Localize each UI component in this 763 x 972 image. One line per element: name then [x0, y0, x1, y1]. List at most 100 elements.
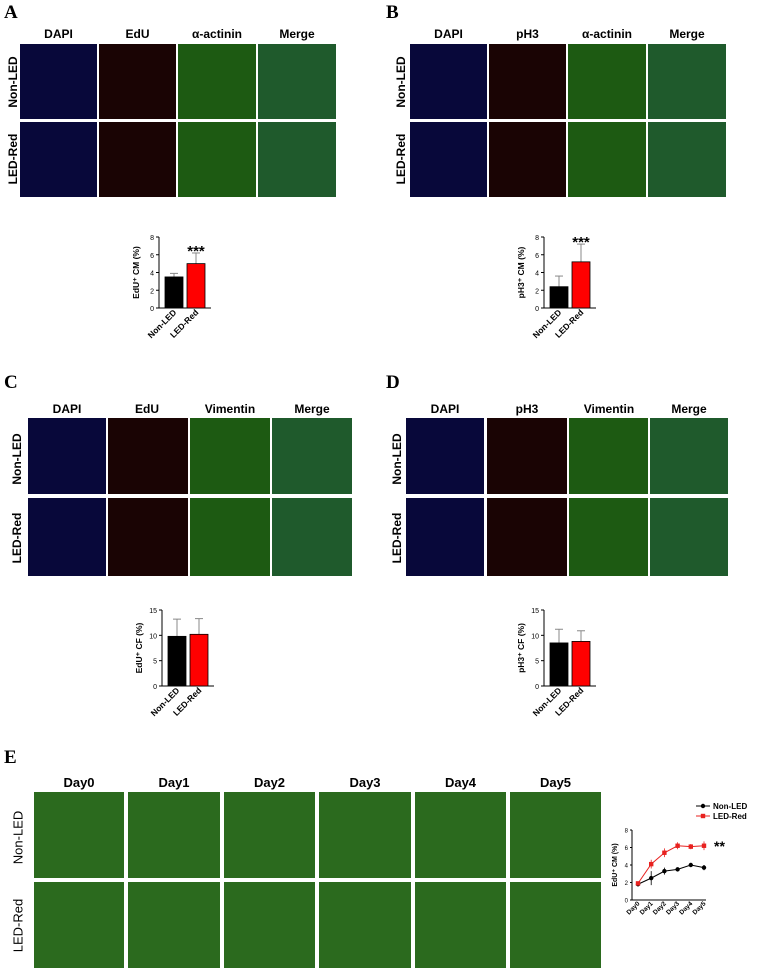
panel-b-row-label: Non-LED — [394, 56, 408, 108]
micrograph-day1 — [128, 882, 220, 968]
y-tick-label: 8 — [150, 235, 154, 242]
micrograph-day2 — [224, 882, 315, 968]
bar — [549, 286, 569, 309]
micrograph-vimentin — [190, 418, 270, 494]
panel-a-col-header: DAPI — [44, 27, 73, 41]
y-tick-label: 2 — [150, 288, 154, 295]
legend-label: LED-Red — [713, 812, 747, 821]
y-tick-label: 6 — [625, 846, 629, 852]
micrograph-dapi — [20, 122, 97, 197]
y-tick-label: 0 — [153, 684, 157, 691]
panel-e-col-header: Day5 — [539, 775, 572, 790]
y-axis-label: EdU⁺ CM (%) — [131, 246, 141, 299]
y-tick-label: 15 — [149, 608, 157, 615]
y-tick-label: 5 — [153, 659, 157, 666]
panel-e-row-label: LED-Red — [10, 898, 26, 953]
data-point — [662, 868, 667, 874]
micrograph-day0 — [34, 792, 124, 878]
y-tick-label: 10 — [149, 633, 157, 640]
micrograph-dapi — [20, 44, 97, 119]
y-tick-label: 4 — [535, 271, 539, 278]
data-point — [649, 861, 654, 867]
significance-marker: *** — [187, 243, 205, 260]
panel-e-letter: E — [4, 747, 17, 768]
micrograph-dapi — [410, 44, 487, 119]
micrograph-edu — [108, 498, 188, 576]
micrograph-actinin — [568, 44, 646, 119]
y-axis-label: EdU⁺ CF (%) — [134, 622, 144, 673]
bar — [167, 635, 187, 687]
panel-b-letter: B — [386, 2, 399, 23]
data-point — [701, 865, 707, 870]
panel-b-col-header: α-actinin — [581, 27, 633, 41]
micrograph-day5 — [510, 792, 601, 878]
panel-e-col-header: Day1 — [158, 775, 190, 790]
panel-a-col-header: α-actinin — [191, 27, 243, 41]
y-tick-label: 8 — [535, 235, 539, 242]
bar — [164, 276, 184, 309]
micrograph-merge — [258, 122, 336, 197]
data-point — [635, 881, 641, 886]
micrograph-merge — [258, 44, 336, 119]
micrograph-vimentin — [190, 498, 270, 576]
micrograph-ph3 — [489, 44, 566, 119]
significance-marker: ** — [714, 838, 725, 854]
micrograph-actinin — [178, 122, 256, 197]
panel-d-col-header: Merge — [671, 402, 707, 416]
micrograph-merge — [272, 498, 352, 576]
micrograph-dapi — [28, 418, 106, 494]
legend-label: Non-LED — [713, 802, 747, 811]
panel-b-col-header: Merge — [669, 27, 705, 41]
micrograph-actinin — [178, 44, 256, 119]
micrograph-merge — [650, 418, 728, 494]
x-tick-label: Day1 — [639, 900, 655, 916]
panel-e-chart: 0 2 4 6 8 EdU⁺ CM (%) Day0 Day1 Day2 Day3 Day4 Day5… — [606, 800, 763, 940]
panel-d-col-header: Vimentin — [583, 402, 635, 416]
y-tick-label: 6 — [150, 253, 154, 260]
y-tick-label: 2 — [625, 881, 629, 887]
bar — [186, 263, 206, 309]
micrograph-edu — [99, 122, 176, 197]
micrograph-merge — [648, 122, 726, 197]
panel-d-col-header: pH3 — [515, 402, 539, 416]
data-point — [688, 862, 693, 868]
panel-a-letter: A — [4, 2, 18, 23]
bar — [549, 642, 569, 687]
micrograph-day1 — [128, 792, 220, 878]
bar — [571, 261, 591, 309]
panel-e-row-label: Non-LED — [10, 810, 26, 865]
panel-a-row-label: LED-Red — [6, 133, 20, 185]
panel-e-col-header: Day3 — [349, 775, 381, 790]
micrograph-dapi — [406, 418, 484, 494]
x-tick-label: Day4 — [678, 900, 694, 916]
micrograph-vimentin — [569, 498, 648, 576]
y-tick-label: 4 — [150, 271, 154, 278]
data-point — [675, 843, 680, 848]
micrograph-day5 — [510, 882, 601, 968]
micrograph-merge — [650, 498, 728, 576]
bar — [571, 641, 591, 687]
micrograph-ph3 — [489, 122, 566, 197]
micrograph-day3 — [319, 882, 411, 968]
x-tick-label: Day3 — [665, 900, 681, 916]
y-tick-label: 4 — [625, 864, 629, 870]
data-point — [649, 875, 654, 881]
bar — [189, 633, 209, 687]
panel-b-row-label: LED-Red — [394, 133, 408, 185]
y-tick-label: 8 — [625, 829, 629, 835]
panel-c-chart: 0 5 10 15 EdU⁺ CF (%) Non-LED LED-Red — [118, 598, 228, 748]
y-tick-label: 0 — [150, 306, 154, 313]
panel-d-chart: 0 5 10 15 pH3⁺ CF (%) Non-LED LED-Red — [500, 598, 610, 748]
x-tick-label: Day5 — [691, 900, 707, 916]
data-point — [675, 867, 680, 872]
data-point — [662, 850, 667, 855]
micrograph-ph3 — [487, 418, 567, 494]
micrograph-day4 — [415, 882, 506, 968]
panel-d-row-label: LED-Red — [390, 512, 404, 564]
panel-d-letter: D — [386, 372, 400, 393]
series-line — [637, 864, 705, 885]
micrograph-dapi — [410, 122, 487, 197]
panel-e-col-header: Day2 — [253, 775, 286, 790]
